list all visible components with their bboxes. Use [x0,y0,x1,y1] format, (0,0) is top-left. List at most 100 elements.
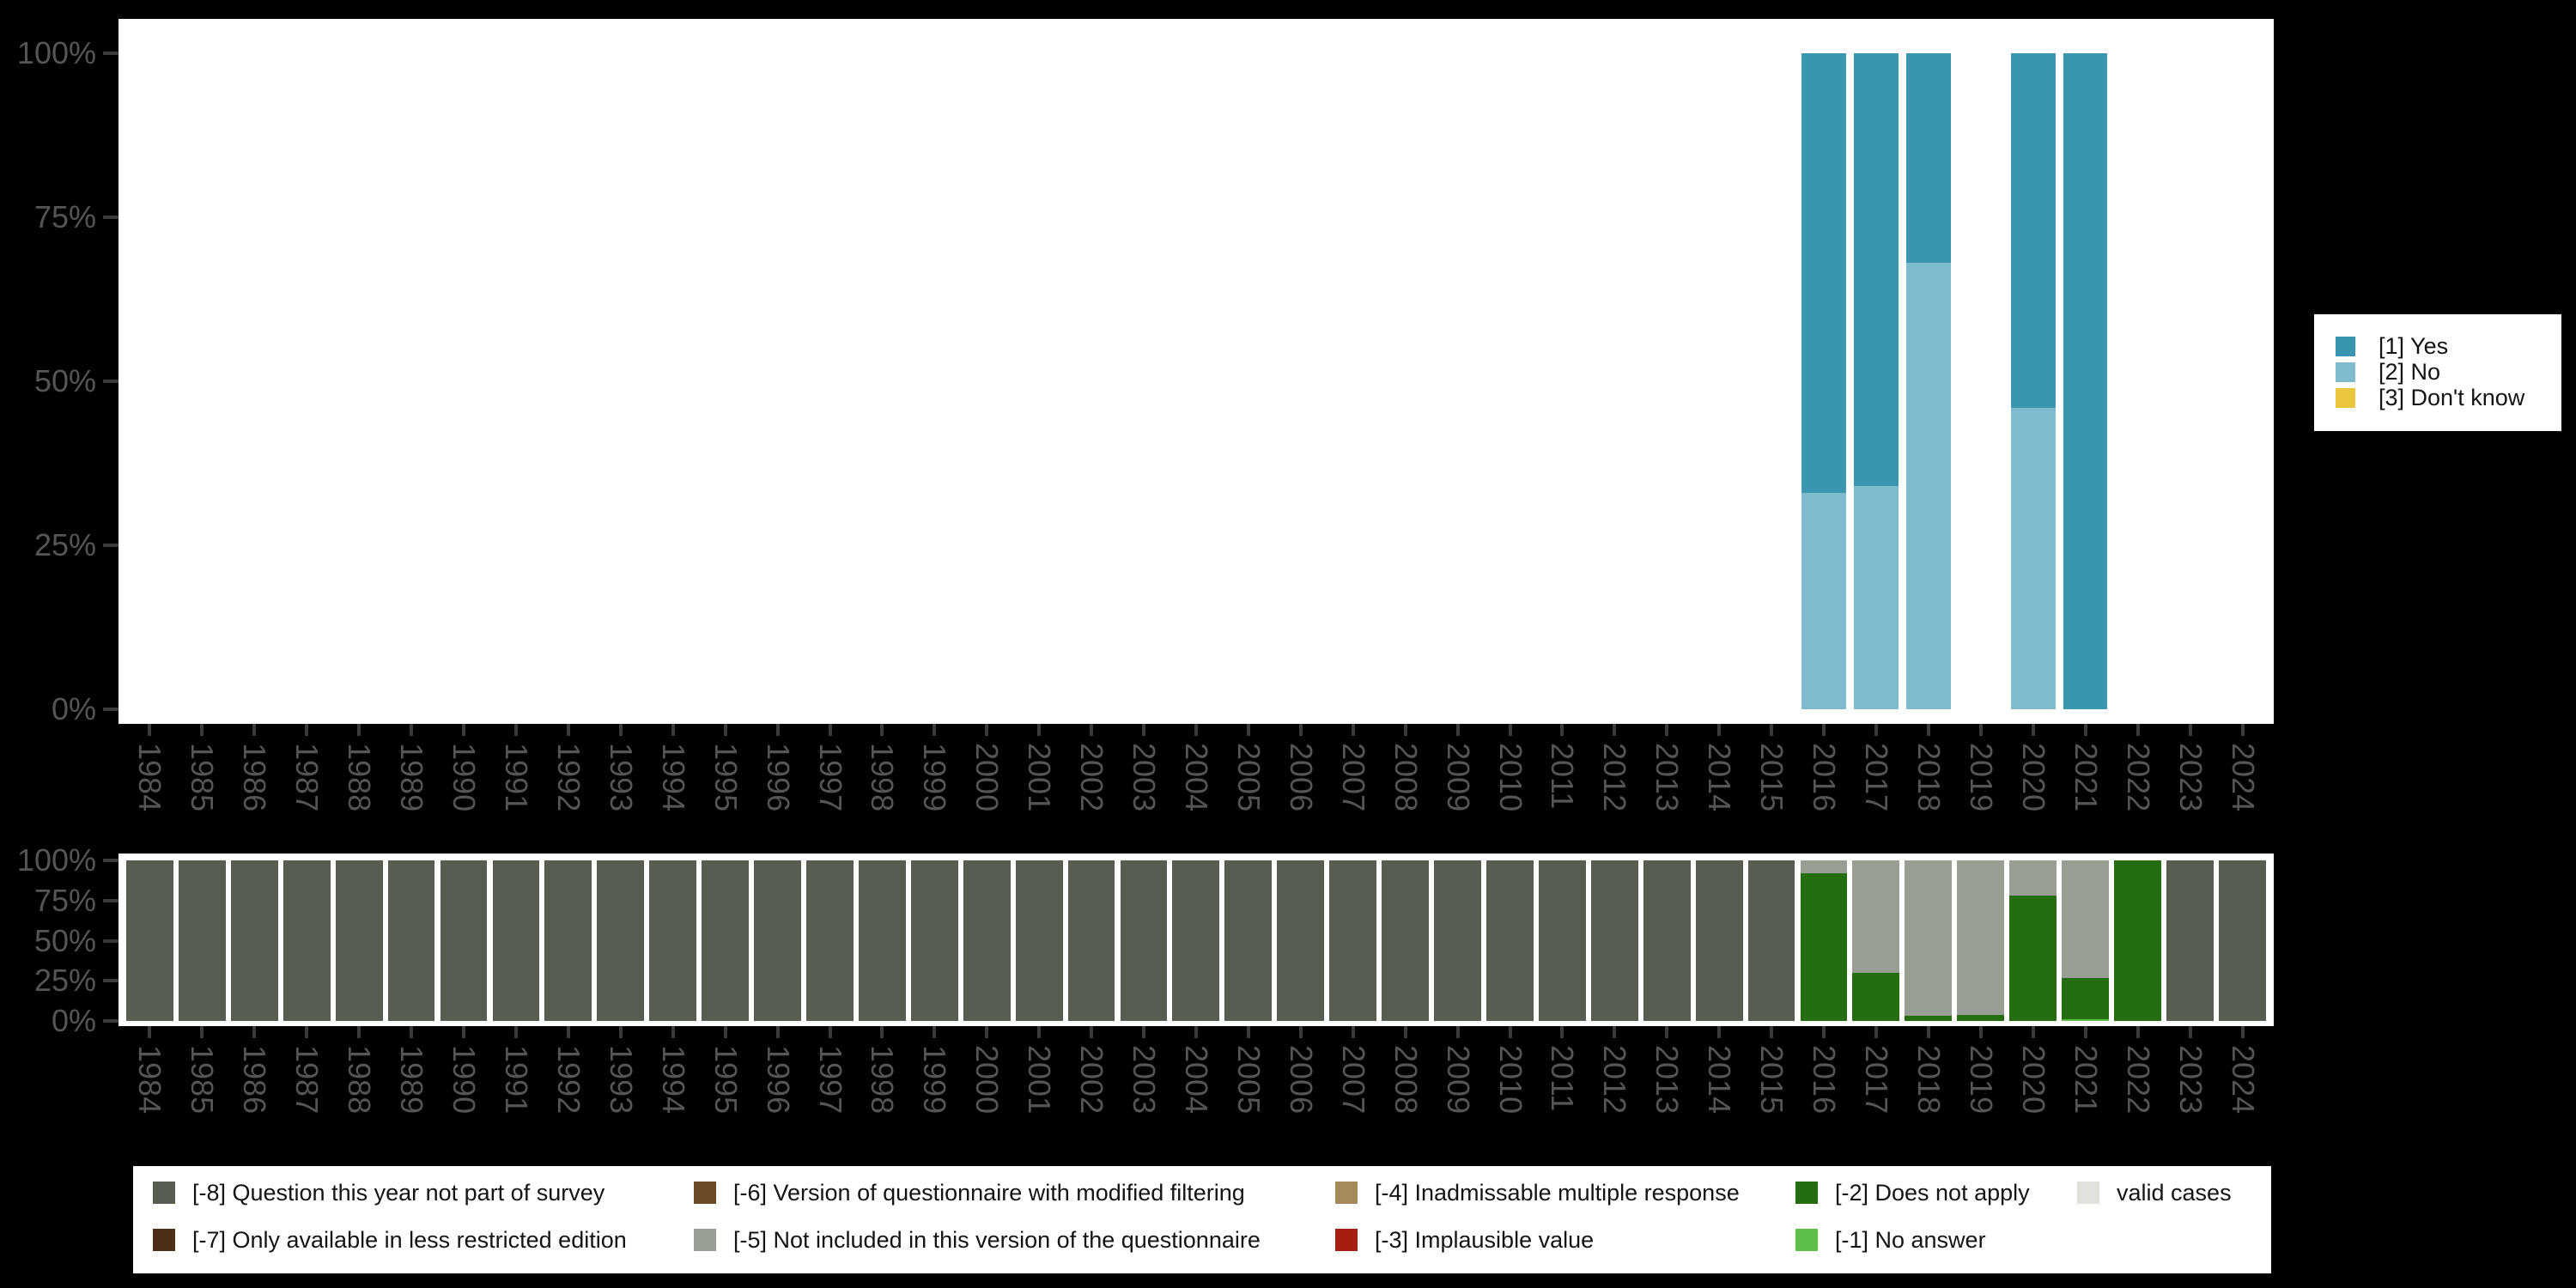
x-axis-tick [1298,724,1303,736]
legend-label: valid cases [2117,1179,2232,1206]
x-axis-tick [1298,1026,1303,1038]
x-axis-label-2011: 2011 [1545,743,1581,810]
x-axis-tick [1142,1026,1146,1038]
bar-slot-1999 [908,860,961,1021]
bar-slot-2003 [1118,860,1170,1021]
bar-stack-2004 [1172,860,1220,1021]
bar-stack-2003 [1120,860,1168,1021]
x-axis-tick [1926,724,1930,736]
legend-item: [-7] Only available in less restricted e… [153,1226,627,1254]
legend-label: [-1] No answer [1835,1226,1986,1253]
x-axis-label-1991: 1991 [498,1045,534,1115]
x-axis-label-2008: 2008 [1388,743,1424,812]
bar-stack-2020 [2009,860,2057,1021]
x-axis-label-2005: 2005 [1230,1045,1267,1115]
x-axis-tick [513,724,518,736]
bar-stack-1986 [230,860,278,1021]
bar-slot-1993 [594,860,647,1021]
x-axis-label-2018: 2018 [1911,743,1947,812]
bar-stack-1995 [702,860,750,1021]
x-axis-tick [200,724,204,736]
bar-segment [1957,1014,2005,1021]
bar-slot-1988 [333,860,386,1021]
x-axis-tick [1246,724,1250,736]
bar-segment [702,860,750,1021]
x-axis-label-2024: 2024 [2225,1045,2261,1115]
x-axis-label-1997: 1997 [812,1045,848,1115]
x-axis-label-1989: 1989 [394,1045,430,1115]
x-axis-tick [985,1026,989,1038]
bar-segment [806,860,854,1021]
bar-slot-1997 [804,860,856,1021]
legend-item: [-6] Version of questionnaire with modif… [694,1179,1245,1206]
bar-segment [2062,1019,2109,1021]
legend-label: [-4] Inadmissable multiple response [1375,1179,1740,1206]
bar-stack-2011 [1538,860,1586,1021]
bar-slot-1987 [281,860,333,1021]
x-axis-tick [252,724,257,736]
bar-slot-2001 [1013,860,1066,1021]
x-axis-label-1992: 1992 [550,1045,586,1115]
legend-item: [-3] Implausible value [1335,1226,1594,1254]
bar-slot-2018 [1902,860,1954,1021]
x-axis-label-2000: 2000 [969,1045,1005,1115]
y-axis-label: 100% [16,35,96,70]
y-axis-tick [103,898,118,902]
x-axis-tick [1090,724,1094,736]
bar-segment [1643,860,1691,1021]
bar-stack-2002 [1067,860,1115,1021]
x-axis-label-1990: 1990 [447,743,483,812]
bar-stack-1998 [858,860,906,1021]
legend-item: [-5] Not included in this version of the… [694,1226,1261,1254]
x-axis-label-1984: 1984 [132,1045,168,1115]
bar-stack-2019 [1957,860,2005,1021]
x-axis-tick [1822,1026,1826,1038]
x-axis-tick [1508,724,1512,736]
x-axis-tick [1351,1026,1355,1038]
bar-segment [1905,263,1951,709]
legend-swatch [1335,1182,1358,1204]
bar-segment [649,860,697,1021]
x-axis-tick [1508,1026,1512,1038]
bar-segment [1486,860,1534,1021]
x-axis-label-2014: 2014 [1702,743,1738,812]
bar-stack-2013 [1643,860,1691,1021]
bar-segment [1329,860,1377,1021]
x-axis-tick [880,1026,884,1038]
x-axis-tick [723,724,727,736]
bar-stack-1985 [178,860,226,1021]
bar-stack-1999 [910,860,958,1021]
x-axis-label-2010: 2010 [1492,743,1528,812]
bar-stack-2006 [1277,860,1325,1021]
bar-slot-2008 [1379,860,1431,1021]
bar-slot-1994 [647,860,699,1021]
x-axis-tick [1455,1026,1460,1038]
bar-segment [1172,860,1220,1021]
bar-slot-2018 [1902,53,1954,709]
x-axis-label-2016: 2016 [1807,743,1843,812]
x-axis-tick [1037,1026,1042,1038]
legend-label: [-6] Version of questionnaire with modif… [733,1179,1245,1206]
bar-stack-2017 [1852,860,1900,1021]
x-axis-label-2006: 2006 [1283,1045,1319,1115]
bar-slot-2016 [1798,53,1850,709]
x-axis-label-2003: 2003 [1127,743,1163,812]
bar-segment [1747,860,1795,1021]
bar-segment [754,860,801,1021]
bar-slot-1995 [699,860,751,1021]
bar-slot-2015 [1746,860,1798,1021]
x-axis-label-1999: 1999 [917,1045,953,1115]
bar-stack-2016 [1801,53,1846,709]
x-axis-tick [1455,724,1460,736]
x-axis-label-2024: 2024 [2225,743,2261,812]
bar-stack-2018 [1905,53,1951,709]
x-axis-label-1999: 1999 [917,743,953,812]
x-axis-tick [1978,724,1983,736]
bar-segment [1801,492,1846,709]
bar-slot-2021 [2059,53,2111,709]
bar-stack-2018 [1905,860,1953,1021]
x-axis-label-2022: 2022 [2120,1045,2156,1115]
x-axis-tick [828,724,832,736]
x-axis-tick [148,1026,152,1038]
